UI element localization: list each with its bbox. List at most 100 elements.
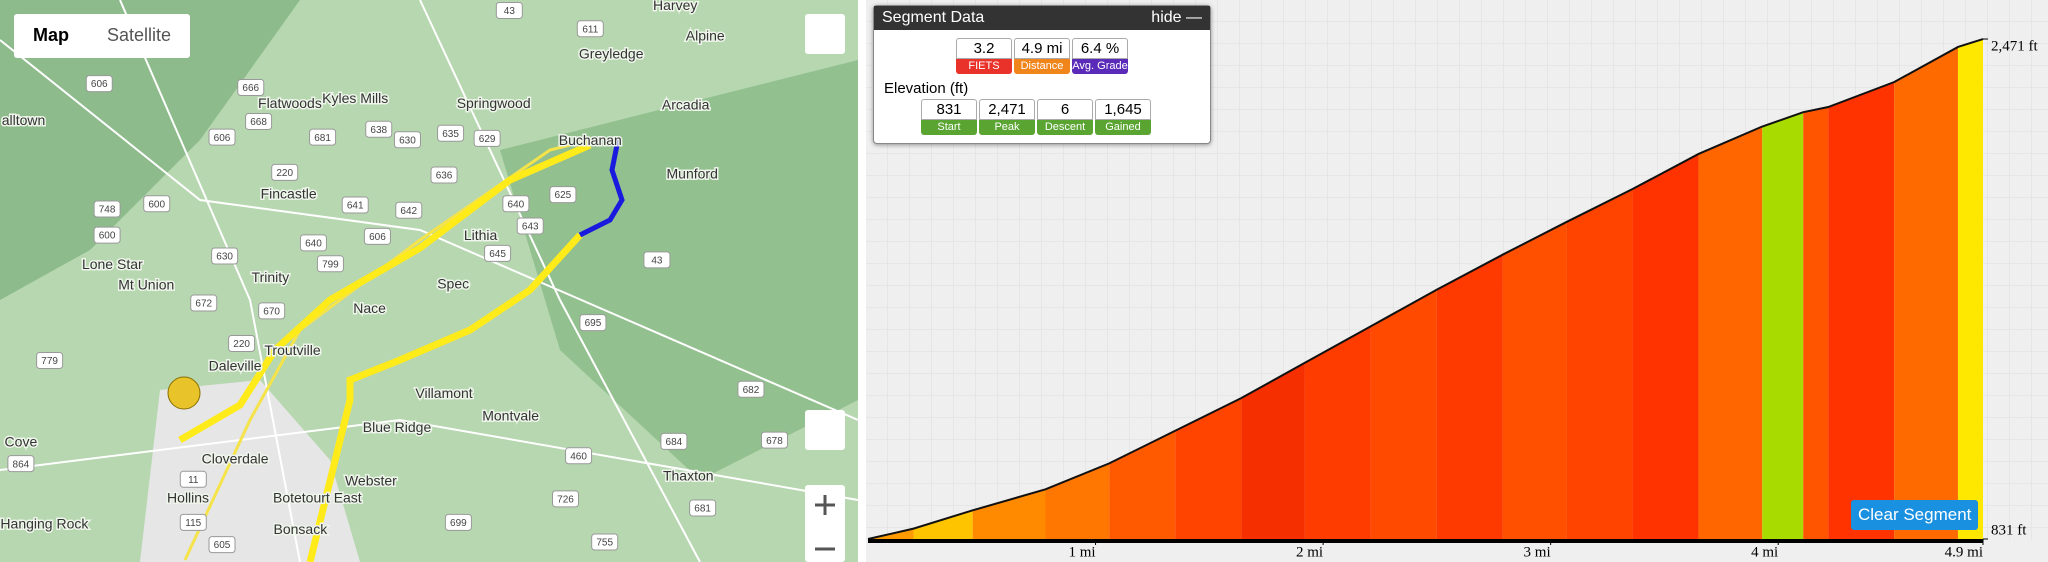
stat-label: FIETS [956, 59, 1012, 74]
route-shield-label: 600 [99, 231, 116, 242]
route-shield-label: 645 [489, 249, 506, 260]
route-shield-label: 220 [276, 168, 293, 179]
route-shield-label: 643 [522, 222, 539, 233]
start-marker[interactable] [167, 376, 201, 410]
route-shield-label: 748 [99, 205, 116, 216]
route-shield-label: 606 [369, 232, 386, 243]
stat-label: Start [921, 120, 977, 135]
route-segment [578, 137, 625, 238]
map[interactable]: 43 611 606 666 668 606 681 638 630 635 629 220 636 74… [0, 0, 858, 562]
route-shield [760, 431, 788, 449]
route-shield [484, 244, 512, 262]
place-label: Arcadia [662, 96, 710, 112]
route-shield [316, 255, 344, 273]
x-tick-label: 2 mi [1296, 544, 1323, 560]
route-shield-label: 670 [263, 306, 280, 317]
route-shield [473, 129, 501, 147]
hide-button[interactable]: hide — [1151, 9, 1202, 26]
stat-value: 4.9 mi [1014, 38, 1070, 59]
route-shield-label: 220 [233, 339, 250, 350]
place-label: Troutville [264, 342, 320, 358]
route-shield [737, 380, 765, 398]
roads [0, 0, 858, 562]
stats-row: 3.2 FIETS 4.9 mi Distance 6.4 % Avg. Grade [874, 38, 1210, 74]
map-tab[interactable]: Map [33, 25, 69, 45]
elevation-title: Elevation (ft) [884, 80, 969, 97]
route-shield [179, 513, 207, 531]
grade-stripe [1828, 82, 1895, 539]
route-shield [237, 79, 265, 97]
grade-stripe [1762, 112, 1804, 539]
route-shield [565, 447, 593, 465]
x-tick-label: 4 mi [1751, 544, 1778, 560]
place-label: Botetourt East [273, 490, 362, 506]
grade-stripe [1566, 189, 1633, 539]
y-tick-label: 2,471 ft [1991, 38, 2038, 54]
place-label: Blue Ridge [363, 419, 432, 435]
route-shield [576, 20, 604, 38]
place-label: Lithia [464, 227, 498, 243]
route-shield-label: 11 [188, 475, 199, 486]
stat-label: Peak [979, 120, 1035, 135]
route-shield [689, 499, 717, 517]
route-shield-label: 672 [195, 299, 212, 310]
route-shield [551, 490, 579, 508]
place-label: Villamont [415, 385, 472, 401]
route-shield-label: 755 [596, 538, 613, 549]
stat: 6.4 % Avg. Grade [1072, 38, 1128, 74]
route-shield-label: 681 [314, 133, 331, 144]
route-shield [549, 186, 577, 204]
grade-stripe [1241, 362, 1305, 539]
grade-stripe [972, 489, 1046, 539]
place-label: Kyles Mills [322, 90, 388, 106]
stat: 831 Start [921, 99, 977, 135]
route-shield-label: 640 [305, 239, 322, 250]
grade-stripe [1436, 254, 1503, 539]
place-label: Montvale [482, 407, 539, 423]
route-shield-label: 460 [570, 451, 587, 462]
route-shield [85, 75, 113, 93]
terrain [0, 0, 300, 300]
fullscreen-button[interactable] [805, 14, 845, 54]
stat-value: 2,471 [979, 99, 1035, 120]
hide-label[interactable]: hide [1151, 9, 1182, 26]
route-shield-label: 43 [504, 6, 516, 17]
route-shield-label: 640 [508, 199, 525, 210]
route-shield-label: 799 [322, 259, 339, 270]
route-shield-label: 681 [694, 504, 711, 515]
place-label: Harvey [653, 0, 697, 13]
place-label: Daleville [209, 358, 262, 374]
clear-segment-button[interactable]: Clear Segment [1851, 500, 1979, 530]
route-shield [365, 120, 393, 138]
route-shield-label: 611 [582, 24, 598, 35]
map-tab[interactable]: Satellite [107, 25, 171, 45]
stat-label: Gained [1095, 120, 1151, 135]
place-label: Cloverdale [202, 450, 269, 466]
place-label: Munford [667, 166, 718, 182]
panel-header: Segment Data hide — [874, 6, 1210, 30]
grade-stripe [1894, 46, 1958, 539]
stat-value: 1,645 [1095, 99, 1151, 120]
place-label: Fincastle [261, 185, 317, 201]
route-shield-label: 43 [651, 256, 663, 267]
pegman[interactable] [805, 410, 845, 450]
grade-stripe [1175, 398, 1242, 539]
panel-title: Segment Data [882, 9, 985, 26]
route-shield [437, 124, 465, 142]
y-tick-label: 831 ft [1991, 522, 2027, 538]
route-shield [444, 513, 472, 531]
route-shield-label: 638 [370, 125, 387, 136]
map-type-control[interactable] [14, 14, 190, 58]
profile-line [867, 38, 1984, 540]
route-shield-label: 606 [214, 133, 231, 144]
route-shield [208, 128, 236, 146]
route-shield-label: 682 [743, 385, 760, 396]
elevation-chart: 1 mi 2 mi 3 mi 4 mi 4.9 mi 831 ft 2,471 ft [866, 0, 2048, 562]
route-shield-label: 115 [185, 518, 201, 529]
route-shield [258, 302, 286, 320]
place-label: Mt Union [118, 277, 174, 293]
route-shield-label: 779 [41, 356, 58, 367]
route-shield [309, 128, 337, 146]
route-shield-label: 864 [13, 459, 30, 470]
place-label: Hanging Rock [0, 516, 89, 532]
